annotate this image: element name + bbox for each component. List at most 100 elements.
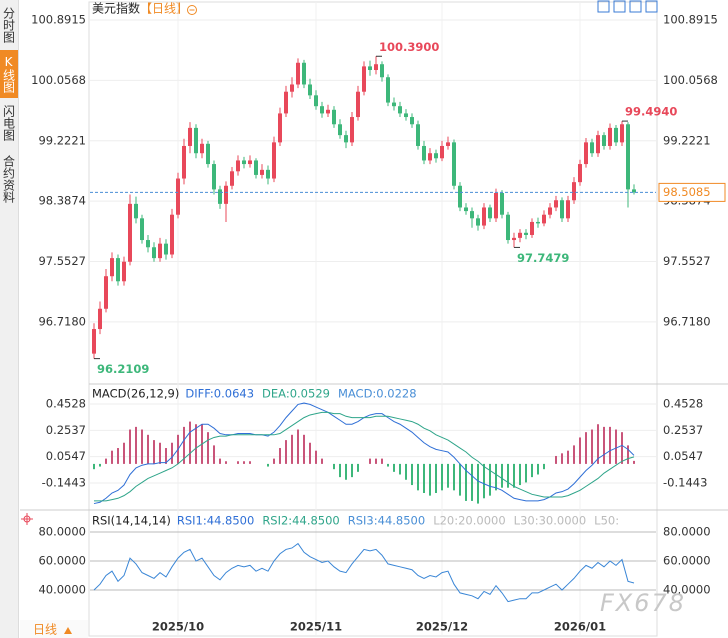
candle-body: [260, 169, 264, 175]
tool-icon[interactable]: [629, 0, 642, 13]
macd-bar: [303, 434, 305, 464]
y-tick-label: 0.4528: [46, 397, 86, 411]
candle-body: [128, 203, 132, 262]
candle-body: [608, 127, 612, 146]
candle-body: [236, 160, 240, 172]
macd-bar: [297, 429, 299, 464]
macd-bar: [309, 442, 311, 464]
macd-bar: [249, 461, 251, 464]
macd-bar: [633, 460, 635, 464]
period[interactable]: 【日线】: [140, 2, 188, 16]
macd-bar: [159, 442, 161, 464]
candle-body: [248, 160, 252, 165]
y-tick-label: 0.0547: [46, 449, 86, 463]
candle-body: [98, 308, 102, 330]
macd-bar: [225, 461, 227, 464]
y-tick-label: 60.0000: [663, 554, 711, 568]
macd-bar: [411, 463, 413, 486]
candle-body: [416, 124, 420, 146]
candle-body: [626, 124, 630, 190]
macd-bar: [345, 463, 347, 480]
candle-body: [104, 276, 108, 309]
indicator-title: MACD(26,12,9): [92, 387, 179, 401]
candle-body: [500, 193, 504, 215]
macd-bar: [207, 432, 209, 464]
candle-body: [308, 84, 312, 96]
y-tick-label: -0.1443: [663, 475, 707, 489]
candle-body: [518, 232, 522, 238]
candle-body: [332, 109, 336, 125]
candle-body: [350, 117, 354, 143]
macd-bar: [585, 432, 587, 464]
candle-body: [140, 218, 144, 241]
candle-body: [362, 66, 366, 92]
indicator-reading: RSI2:44.8500: [262, 514, 339, 528]
y-tick-label: 97.5527: [38, 254, 86, 268]
candle-body: [512, 237, 516, 241]
tab[interactable]: 合约资料: [1, 155, 16, 203]
candle-body: [224, 185, 228, 204]
macd-bar: [393, 463, 395, 472]
candle-body: [446, 142, 450, 146]
indicator-line: [94, 411, 635, 502]
candle-body: [302, 62, 306, 85]
toolbar: [597, 0, 658, 13]
candle-body: [368, 66, 372, 71]
tool-icon[interactable]: [645, 0, 658, 13]
tab[interactable]: 分时图: [1, 7, 16, 43]
candle-body: [296, 62, 300, 85]
macd-bar: [423, 463, 425, 493]
candle-body: [524, 232, 528, 235]
tab[interactable]: 闪电图: [1, 105, 16, 141]
y-tick-label: 96.7180: [663, 314, 711, 328]
macd-bar: [141, 429, 143, 464]
macd-bar: [477, 463, 479, 504]
candle-body: [188, 127, 192, 146]
candle-body: [254, 160, 258, 175]
macd-bar: [171, 442, 173, 464]
rsi-icon[interactable]: [21, 513, 33, 525]
indicator-reading: DEA:0.0529: [262, 387, 330, 401]
candle-body: [92, 329, 96, 354]
macd-bar: [339, 463, 341, 478]
macd-bar: [567, 450, 569, 464]
candle-body: [278, 113, 282, 143]
indicator-line: [93, 402, 635, 505]
macd-bar: [273, 458, 275, 464]
candle-body: [386, 77, 390, 103]
candle-body: [434, 153, 438, 159]
tool-icon[interactable]: [597, 0, 610, 13]
candle-body: [380, 64, 384, 78]
tool-icon[interactable]: [613, 0, 626, 13]
macd-bar: [381, 458, 383, 464]
macd-bar: [531, 463, 533, 478]
zoom-icon[interactable]: [187, 5, 197, 15]
macd-bar: [483, 463, 485, 499]
y-tick-label: 96.7180: [38, 314, 86, 328]
candle-body: [506, 214, 510, 241]
footer-period[interactable]: 日线: [33, 623, 57, 637]
macd-bar: [93, 463, 95, 470]
macd-bar: [243, 461, 245, 464]
candle-body: [230, 171, 234, 186]
candle-body: [398, 106, 402, 114]
macd-bar: [573, 445, 575, 464]
macd-bar: [99, 463, 101, 467]
candle-body: [116, 258, 120, 282]
macd-bar: [315, 450, 317, 464]
candle-body: [338, 124, 342, 136]
y-tick-label: -0.1443: [42, 475, 86, 489]
y-tick-label: 99.2221: [663, 133, 711, 147]
macd-bar: [417, 463, 419, 491]
footer-arrow[interactable]: [64, 627, 72, 634]
tab[interactable]: K线图: [0, 50, 18, 98]
macd-bar: [513, 463, 515, 488]
candle-body: [266, 169, 270, 179]
macd-bar: [153, 440, 155, 464]
candle-body: [542, 214, 546, 224]
macd-bar: [147, 434, 149, 464]
macd-bar: [579, 437, 581, 464]
y-tick-label: 99.2221: [38, 133, 86, 147]
macd-bar: [213, 445, 215, 464]
